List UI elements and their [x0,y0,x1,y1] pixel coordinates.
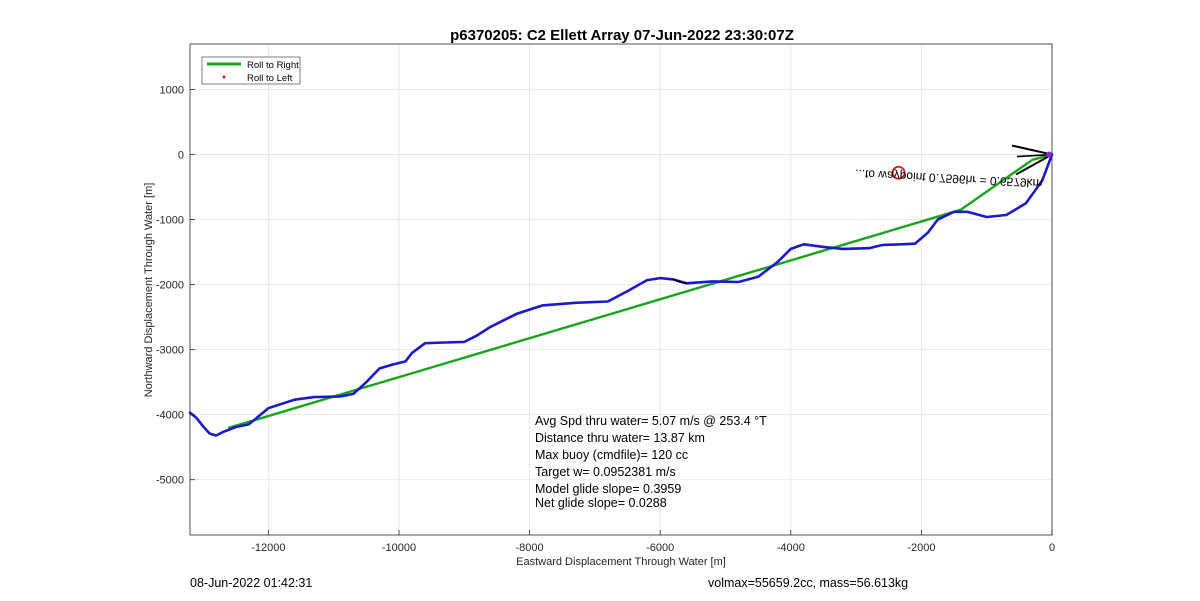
y-axis-label: Northward Displacement Through Water [m] [143,183,155,398]
x-tick-label: -6000 [646,542,674,554]
plot-area [190,44,1052,535]
legend: Roll to Right Roll to Left [201,56,301,85]
series-track-segment-line [672,278,688,285]
stat-target-w: Target w= 0.0952381 m/s [535,465,676,479]
stat-net-glide: Net glide slope= 0.0288 [535,496,667,510]
x-axis-label: Eastward Displacement Through Water [m] [516,556,726,568]
x-tick-label: -4000 [777,542,805,554]
plot-frame [189,43,1053,536]
y-tick-label: -2000 [156,280,184,292]
legend-roll-left-label: Roll to Left [247,73,293,84]
y-tick-label: 0 [178,150,184,162]
chart-title: p6370205: C2 Ellett Array 07-Jun-2022 23… [450,27,794,44]
x-tick-label: 0 [1049,542,1055,554]
y-tick-label: -3000 [156,345,184,357]
y-tick-label: -1000 [156,215,184,227]
x-tick-label: -8000 [516,542,544,554]
x-tick-label: -2000 [907,542,935,554]
series-glider-track-line [188,153,1054,437]
x-axis-ticks: -12000 -10000 -8000 -6000 -4000 -2000 0 [251,530,1055,554]
legend-roll-right-label: Roll to Right [247,60,299,71]
target-waypoint-marker [891,165,906,180]
arrow-tip-marker [1046,151,1052,158]
series-layer [188,153,1054,437]
stat-avg-speed: Avg Spd thru water= 5.07 m/s @ 253.4 °T [535,414,767,428]
y-tick-label: 1000 [160,85,184,97]
legend-box [201,56,301,85]
legend-roll-left-swatch [222,75,226,79]
stat-distance: Distance thru water= 13.87 km [535,431,705,445]
footer-timestamp: 08-Jun-2022 01:42:31 [190,576,312,590]
x-tick-label: -12000 [251,542,285,554]
y-tick-label: -5000 [156,475,184,487]
grid [190,44,1053,535]
x-tick-label: -10000 [382,542,416,554]
series-roll-right-line [227,153,1054,429]
stat-model-glide: Model glide slope= 0.3959 [535,482,681,496]
y-axis-ticks: 1000 0 -1000 -2000 -3000 -4000 -5000 [156,85,195,487]
arrow-head-lower [1015,153,1053,176]
arrow-head-upper [1011,144,1053,156]
stats-block: Avg Spd thru water= 5.07 m/s @ 253.4 °T … [535,414,767,510]
footer-volmax-mass: volmax=55659.2cc, mass=56.613kg [708,576,908,590]
y-tick-label: -4000 [156,410,184,422]
stat-max-buoy: Max buoy (cmdfile)= 120 cc [535,448,688,462]
